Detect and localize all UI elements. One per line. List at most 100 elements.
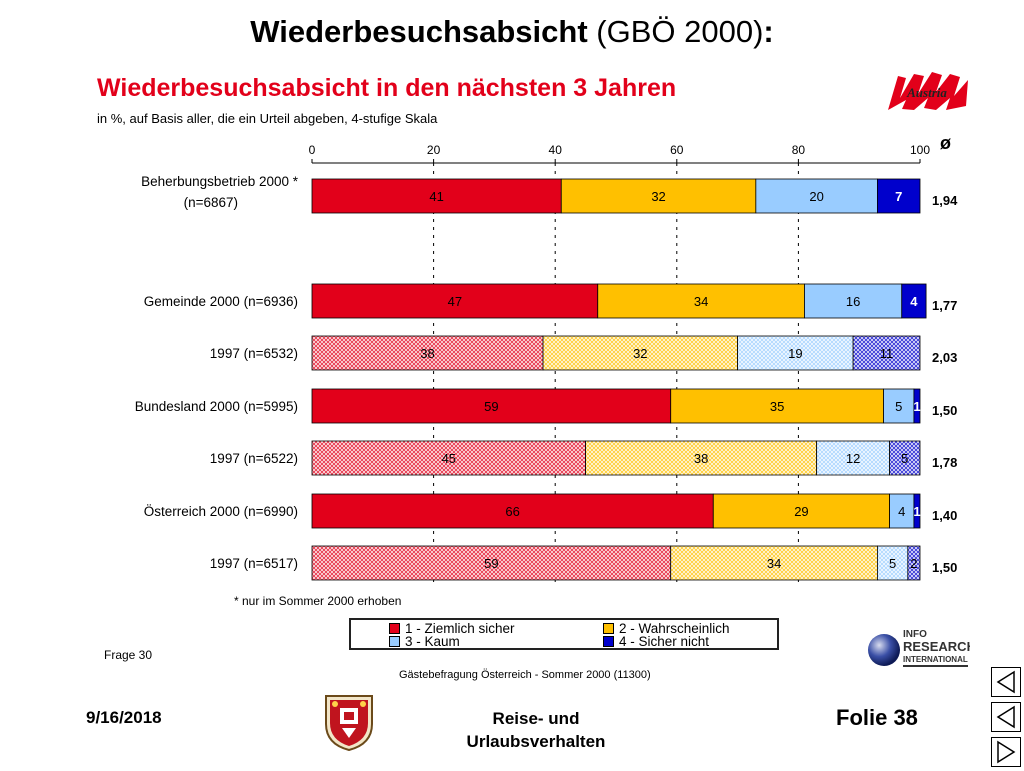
bar-segment (737, 335, 854, 371)
average-value: 1,77 (932, 298, 957, 313)
category-label: Beherbungsbetrieb 2000 * (141, 174, 299, 189)
average-value: 1,94 (932, 193, 958, 208)
legend-item: 3 - Kaum (389, 634, 460, 649)
x-tick-label: 60 (670, 143, 684, 157)
data-label: 34 (767, 556, 781, 571)
bar-segment (901, 283, 927, 319)
bar-segment (852, 335, 921, 371)
category-label: Österreich 2000 (n=6990) (144, 504, 298, 519)
nav-prev-button[interactable] (991, 702, 1021, 732)
legend-item: 2 - Wahrscheinlich (603, 621, 730, 636)
data-label: 7 (895, 189, 902, 204)
data-label: 4 (898, 504, 905, 519)
data-label: 16 (846, 294, 860, 309)
data-label: 5 (889, 556, 896, 571)
data-label: 32 (633, 346, 647, 361)
legend-item: 1 - Ziemlich sicher (389, 621, 515, 636)
chart-legend: 1 - Ziemlich sicher 3 - Kaum 2 - Wahrsch… (349, 618, 779, 650)
average-value: 1,78 (932, 455, 957, 470)
x-tick-label: 20 (427, 143, 441, 157)
x-tick-label: 40 (549, 143, 563, 157)
bar-segment (311, 493, 714, 529)
slide-number: Folie 38 (836, 705, 918, 730)
info-research-logo: INFO RESEARCH INTERNATIONAL (868, 629, 970, 667)
data-label: 5 (895, 399, 902, 414)
bar-segment (913, 388, 921, 424)
average-column-header: ø (940, 133, 951, 153)
bar-segment (311, 545, 672, 581)
data-label: 38 (420, 346, 434, 361)
data-label: 19 (788, 346, 802, 361)
data-label: 32 (651, 189, 665, 204)
data-label: 59 (484, 399, 498, 414)
legend-swatch (603, 636, 614, 647)
bar-segment (889, 440, 921, 476)
chart-title: Wiederbesuchsabsicht in den nächsten 3 J… (97, 74, 677, 102)
average-value: 1,50 (932, 560, 957, 575)
bar-segment (712, 493, 891, 529)
coat-of-arms-icon (325, 695, 373, 752)
data-label: 5 (901, 451, 908, 466)
bar-segment (311, 283, 599, 319)
bar-segment (907, 545, 921, 581)
nav-first-icon (996, 670, 1015, 694)
bar-segment (311, 178, 562, 214)
austria-logo: Austria (888, 72, 968, 110)
category-label: 1997 (n=6522) (210, 451, 298, 466)
legend-swatch (389, 636, 400, 647)
data-label: 34 (694, 294, 708, 309)
bar-segment (311, 440, 587, 476)
data-label: 47 (448, 294, 462, 309)
bar-segment (585, 440, 818, 476)
bar-segment (542, 335, 738, 371)
nav-first-button[interactable] (991, 667, 1021, 697)
footer-date: 9/16/2018 (86, 708, 162, 727)
data-label: 4 (910, 294, 918, 309)
footer-topic: Reise- und Urlaubsverhalten (436, 707, 636, 753)
category-label: Gemeinde 2000 (n=6936) (144, 294, 298, 309)
footer-topic-line: Reise- und (492, 709, 580, 728)
data-label: 38 (694, 451, 708, 466)
x-tick-label: 0 (309, 143, 316, 157)
average-value: 2,03 (932, 350, 957, 365)
chart-source: Gästebefragung Österreich - Sommer 2000 … (399, 669, 651, 681)
average-value: 1,40 (932, 508, 957, 523)
data-label: 12 (846, 451, 860, 466)
category-label: 1997 (n=6517) (210, 556, 298, 571)
nav-next-icon (997, 740, 1016, 764)
category-label: (n=6867) (184, 195, 238, 210)
x-tick-label: 80 (792, 143, 806, 157)
nav-prev-icon (996, 705, 1015, 729)
data-label: 11 (880, 346, 894, 361)
nav-next-button[interactable] (991, 737, 1021, 767)
data-label: 35 (770, 399, 784, 414)
chart-footnote: * nur im Sommer 2000 erhoben (234, 594, 402, 608)
svg-text:INTERNATIONAL: INTERNATIONAL (903, 655, 968, 664)
data-label: 1 (913, 399, 920, 414)
data-label: 66 (505, 504, 519, 519)
bar-segment (560, 178, 757, 214)
page-title: Wiederbesuchsabsicht (GBÖ 2000): (250, 14, 774, 49)
category-label: 1997 (n=6532) (210, 346, 298, 361)
data-label: 20 (809, 189, 823, 204)
data-label: 41 (429, 189, 443, 204)
bar-segment (311, 335, 544, 371)
svg-text:INFO: INFO (903, 629, 927, 640)
data-label: 2 (910, 556, 917, 571)
question-label: Frage 30 (104, 648, 153, 662)
bar-segment (311, 388, 672, 424)
bar-segment (877, 178, 921, 214)
data-label: 45 (442, 451, 456, 466)
category-label: Bundesland 2000 (n=5995) (135, 399, 298, 414)
bar-segment (670, 545, 878, 581)
data-label: 29 (794, 504, 808, 519)
average-value: 1,50 (932, 403, 957, 418)
data-label: 1 (913, 504, 920, 519)
svg-text:RESEARCH: RESEARCH (903, 639, 970, 654)
footer-topic-line: Urlaubsverhalten (466, 732, 606, 751)
x-tick-label: 100 (910, 143, 930, 157)
bar-segment (816, 440, 891, 476)
legend-swatch (603, 623, 614, 634)
data-label: 59 (484, 556, 498, 571)
